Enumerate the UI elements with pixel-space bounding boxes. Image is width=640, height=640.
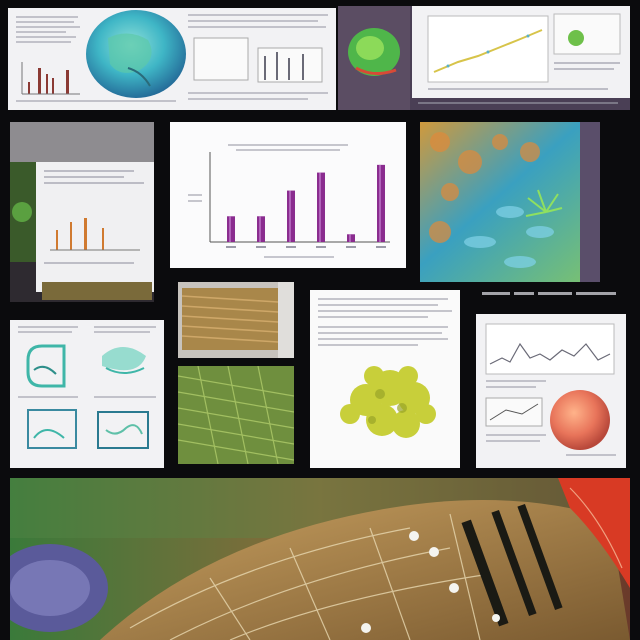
poster-top-right-art (338, 6, 630, 110)
coral-panel[interactable] (310, 290, 460, 468)
diagram-panel-left-art (18, 326, 156, 449)
bar-highlight-1 (229, 216, 231, 242)
diagram-panel-left[interactable] (10, 320, 164, 468)
green-frond-icon (525, 189, 563, 217)
bar-chart-panel[interactable] (170, 122, 406, 268)
caption-strip-art (482, 292, 616, 295)
texture-bottom-art (178, 366, 294, 464)
poster-top-right[interactable] (338, 6, 630, 110)
bottom-banner-image[interactable] (10, 478, 630, 640)
bottom-banner-art (10, 478, 630, 640)
x-tick-label-1 (226, 246, 236, 248)
orange-sphere-icon (550, 390, 610, 450)
bar-highlight-2 (259, 216, 261, 242)
bar-highlight-3 (289, 190, 291, 242)
cell-field-image (420, 122, 600, 282)
line-trace (489, 342, 611, 365)
x-tick-label-3 (286, 246, 296, 248)
image-texture-bottom[interactable] (178, 366, 294, 464)
image-texture-top[interactable] (178, 282, 294, 358)
x-tick-label-4 (316, 246, 326, 248)
bar-chart (188, 144, 390, 258)
mini-bar-chart (28, 68, 69, 94)
poster-top-left-art (16, 10, 328, 102)
bar-highlight-5 (349, 234, 351, 242)
texture-top-art (181, 282, 294, 358)
x-tick-label-6 (376, 246, 386, 248)
x-tick-label-5 (346, 246, 356, 248)
poster-mid-left[interactable] (10, 122, 154, 302)
mini-bar-chart-2 (56, 218, 104, 250)
sphere-panel[interactable] (476, 314, 626, 468)
image-mid-right[interactable] (420, 122, 600, 282)
poster-mid-left-art (10, 122, 154, 300)
bar-highlight-6 (379, 164, 381, 242)
coral-panel-art (318, 298, 452, 438)
chart-caption-lines (188, 144, 348, 258)
bar-highlight-4 (319, 172, 321, 242)
x-tick-label-2 (256, 246, 266, 248)
poster-top-left[interactable] (8, 8, 336, 110)
red-wing-tip-icon (558, 478, 630, 588)
sphere-panel-art (485, 323, 616, 456)
coral-organism-icon (340, 366, 436, 438)
